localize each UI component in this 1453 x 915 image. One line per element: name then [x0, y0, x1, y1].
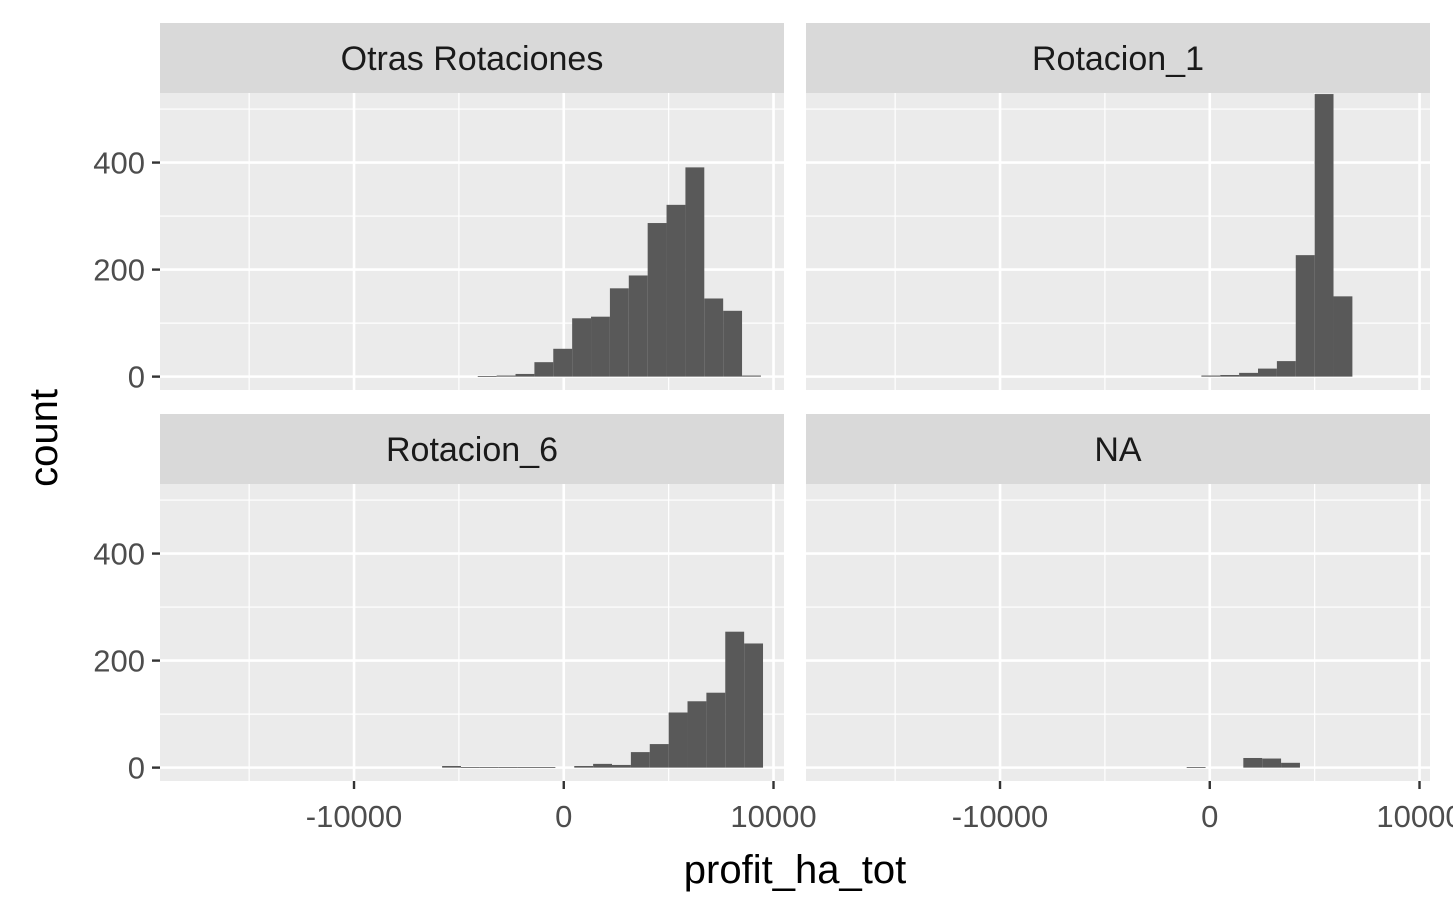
- histogram-bar: [742, 375, 761, 377]
- histogram-bar: [1243, 757, 1263, 768]
- histogram-bar: [593, 763, 613, 768]
- facet-strip-label: Rotacion_1: [1032, 40, 1204, 78]
- x-tick-label: -10000: [306, 799, 403, 834]
- histogram-bar: [479, 767, 499, 768]
- histogram-bar: [687, 701, 707, 768]
- histogram-bar: [723, 310, 743, 377]
- histogram-bar: [1201, 375, 1221, 377]
- histogram-bar: [536, 767, 556, 768]
- y-tick-label: 400: [93, 537, 145, 572]
- x-tick-label: 10000: [1376, 799, 1453, 834]
- y-tick-label: 200: [93, 644, 145, 679]
- histogram-bar: [517, 767, 537, 768]
- histogram-bar: [706, 692, 726, 768]
- histogram-bar: [725, 631, 745, 768]
- panel-background: [806, 484, 1430, 781]
- histogram-bar: [574, 766, 594, 768]
- histogram-bar: [630, 752, 650, 768]
- histogram-bar: [460, 767, 480, 768]
- histogram-bar: [572, 318, 592, 377]
- facet-strip: [806, 414, 1430, 484]
- histogram-bar: [1281, 762, 1300, 768]
- facet-strip-label: Otras Rotaciones: [341, 40, 604, 78]
- histogram-bar: [1262, 758, 1282, 768]
- histogram-bar: [647, 223, 667, 377]
- histogram-bar: [744, 643, 764, 768]
- histogram-bar: [1276, 361, 1296, 377]
- x-tick-label: 10000: [730, 799, 816, 834]
- histogram-bar: [498, 767, 518, 768]
- histogram-bar: [515, 373, 535, 377]
- histogram-bar: [1239, 372, 1259, 377]
- y-axis-title: count: [22, 389, 66, 487]
- facet-panel: Otras Rotaciones 0 200 400: [93, 23, 784, 395]
- histogram-bar: [685, 167, 705, 377]
- histogram-bar: [612, 764, 631, 768]
- facet-strip: [806, 23, 1430, 93]
- histogram-bar: [477, 376, 497, 377]
- y-tick-label: 200: [93, 253, 145, 288]
- histogram-bar: [1295, 255, 1315, 377]
- histogram-bar: [628, 275, 648, 377]
- facet-panel: NA -10000 0 10000: [806, 414, 1453, 834]
- y-tick-label: 0: [128, 360, 145, 395]
- histogram-bar: [668, 712, 688, 768]
- histogram-bar: [666, 204, 686, 377]
- histogram-bar: [1186, 767, 1206, 768]
- facet-strip: [160, 414, 784, 484]
- facet-strip: [160, 23, 784, 93]
- histogram-bar: [553, 348, 573, 377]
- histogram-bar: [534, 362, 554, 377]
- histogram-bar: [591, 316, 610, 377]
- x-tick-label: -10000: [952, 799, 1049, 834]
- x-tick-label: 0: [555, 799, 572, 834]
- histogram-bar: [1314, 94, 1334, 377]
- histogram-bar: [1220, 375, 1240, 377]
- facet-strip-label: NA: [1094, 431, 1142, 469]
- histogram-bar: [442, 766, 461, 768]
- x-axis-title: profit_ha_tot: [684, 848, 906, 892]
- histogram-bar: [1258, 368, 1277, 377]
- histogram-bar: [1333, 296, 1353, 377]
- facet-panel: Rotacion_6 0 200 400 -10000 0 10000: [93, 414, 817, 834]
- x-tick-label: 0: [1201, 799, 1218, 834]
- facet-panel: Rotacion_1: [806, 23, 1430, 390]
- histogram-bar: [649, 744, 669, 768]
- histogram-bar: [704, 298, 724, 377]
- y-tick-label: 400: [93, 146, 145, 181]
- facet-strip-label: Rotacion_6: [386, 431, 558, 469]
- histogram-bar: [496, 375, 516, 377]
- histogram-bar: [609, 288, 629, 377]
- y-tick-label: 0: [128, 751, 145, 786]
